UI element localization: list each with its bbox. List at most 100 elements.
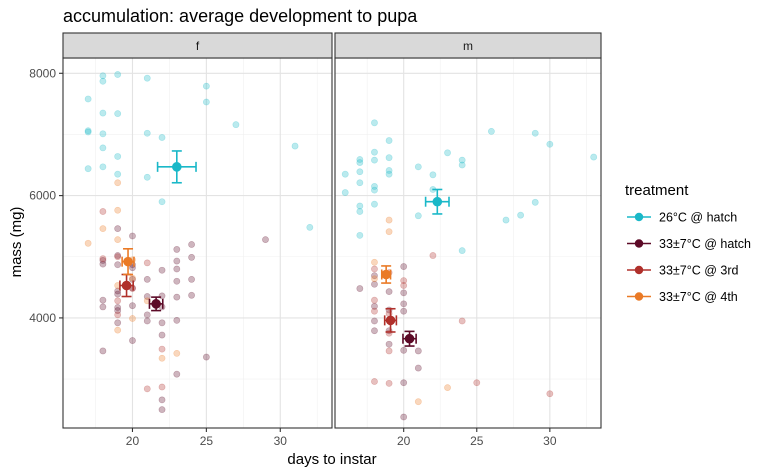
data-point [188, 275, 195, 283]
data-point [356, 208, 364, 215]
data-point [173, 349, 181, 357]
data-point [158, 134, 166, 141]
data-point [114, 225, 122, 233]
legend-key-dot [634, 212, 644, 222]
data-point [143, 259, 151, 267]
data-point [356, 285, 364, 292]
legend-item-label: 26°C @ hatch [659, 211, 737, 225]
data-point [371, 280, 378, 288]
data-point [458, 161, 466, 169]
data-point [143, 173, 151, 181]
data-point [356, 179, 364, 187]
data-point [143, 311, 151, 319]
data-point [385, 170, 393, 178]
legend-title: treatment [625, 182, 689, 199]
data-point [99, 72, 107, 80]
data-point [371, 148, 378, 156]
data-point [458, 317, 466, 325]
data-point [400, 282, 408, 289]
facet-strip [62, 32, 333, 59]
legend-items: 26°C @ hatch 33±7°C @ hatch 33±7°C @ 3rd 33… [627, 211, 751, 304]
legend-item: 33±7°C @ 3rd [627, 264, 738, 278]
data-point [173, 246, 181, 253]
data-point [188, 241, 195, 248]
data-point [99, 208, 107, 215]
data-point [158, 406, 166, 414]
data-point [371, 265, 378, 273]
data-point [114, 297, 122, 305]
mean-point [385, 315, 396, 326]
data-point [114, 170, 122, 178]
data-point [158, 292, 166, 300]
data-point [114, 153, 122, 160]
data-point [385, 216, 393, 224]
facet-panels: f 20 25 30 4000 6000 8000 m 20 25 30 [29, 32, 602, 448]
data-point [356, 168, 364, 176]
data-point [400, 413, 408, 421]
data-point [84, 95, 92, 103]
data-point [99, 130, 107, 138]
data-point [444, 384, 451, 392]
chart-title: accumulation: average development to pup… [63, 6, 418, 26]
data-point [129, 302, 136, 310]
data-point [385, 154, 393, 162]
data-point [458, 247, 466, 255]
y-tick-label: 8000 [29, 66, 56, 80]
data-point [400, 263, 408, 270]
data-point [341, 170, 349, 178]
data-point [371, 119, 378, 127]
legend-item-label: 33±7°C @ 4th [659, 290, 738, 304]
data-point [371, 307, 378, 315]
mean-point [172, 162, 182, 172]
data-point [414, 163, 422, 171]
data-point [400, 379, 408, 387]
data-point [502, 216, 510, 224]
panel-background [335, 58, 601, 428]
data-point [262, 236, 269, 244]
data-point [487, 127, 495, 135]
data-point [143, 385, 151, 393]
data-point [444, 149, 451, 157]
data-point [114, 206, 122, 214]
data-point [371, 156, 378, 164]
data-point [99, 109, 107, 117]
mean-point [432, 196, 443, 207]
data-point [99, 347, 107, 355]
data-point [356, 231, 364, 239]
data-point [143, 293, 151, 300]
x-tick-label: 30 [543, 434, 557, 448]
data-point [173, 293, 181, 301]
data-point [546, 390, 554, 398]
panel-background [63, 58, 332, 428]
data-point [385, 379, 393, 387]
x-tick-label: 20 [397, 434, 411, 448]
data-point [400, 300, 408, 308]
data-point [306, 224, 314, 231]
data-point [114, 311, 122, 319]
data-point [84, 127, 92, 135]
data-point [114, 261, 122, 269]
data-point [114, 236, 122, 244]
data-point [385, 228, 393, 236]
data-point [429, 252, 437, 259]
x-tick-label: 25 [200, 434, 214, 448]
data-point [99, 257, 107, 264]
data-point [99, 260, 107, 268]
mean-point [123, 256, 133, 267]
data-point [385, 137, 393, 144]
data-point [114, 290, 122, 298]
data-point [99, 77, 107, 85]
data-point [291, 142, 299, 150]
legend-item: 26°C @ hatch [627, 211, 737, 225]
data-point [158, 345, 166, 353]
x-axis-label: days to instar [287, 451, 376, 468]
data-point [400, 307, 408, 315]
data-point [371, 272, 378, 280]
data-point [202, 82, 210, 90]
mean-point [404, 333, 415, 344]
data-point [114, 326, 122, 334]
data-point [99, 225, 107, 233]
data-point [114, 319, 122, 327]
data-point [158, 319, 166, 327]
